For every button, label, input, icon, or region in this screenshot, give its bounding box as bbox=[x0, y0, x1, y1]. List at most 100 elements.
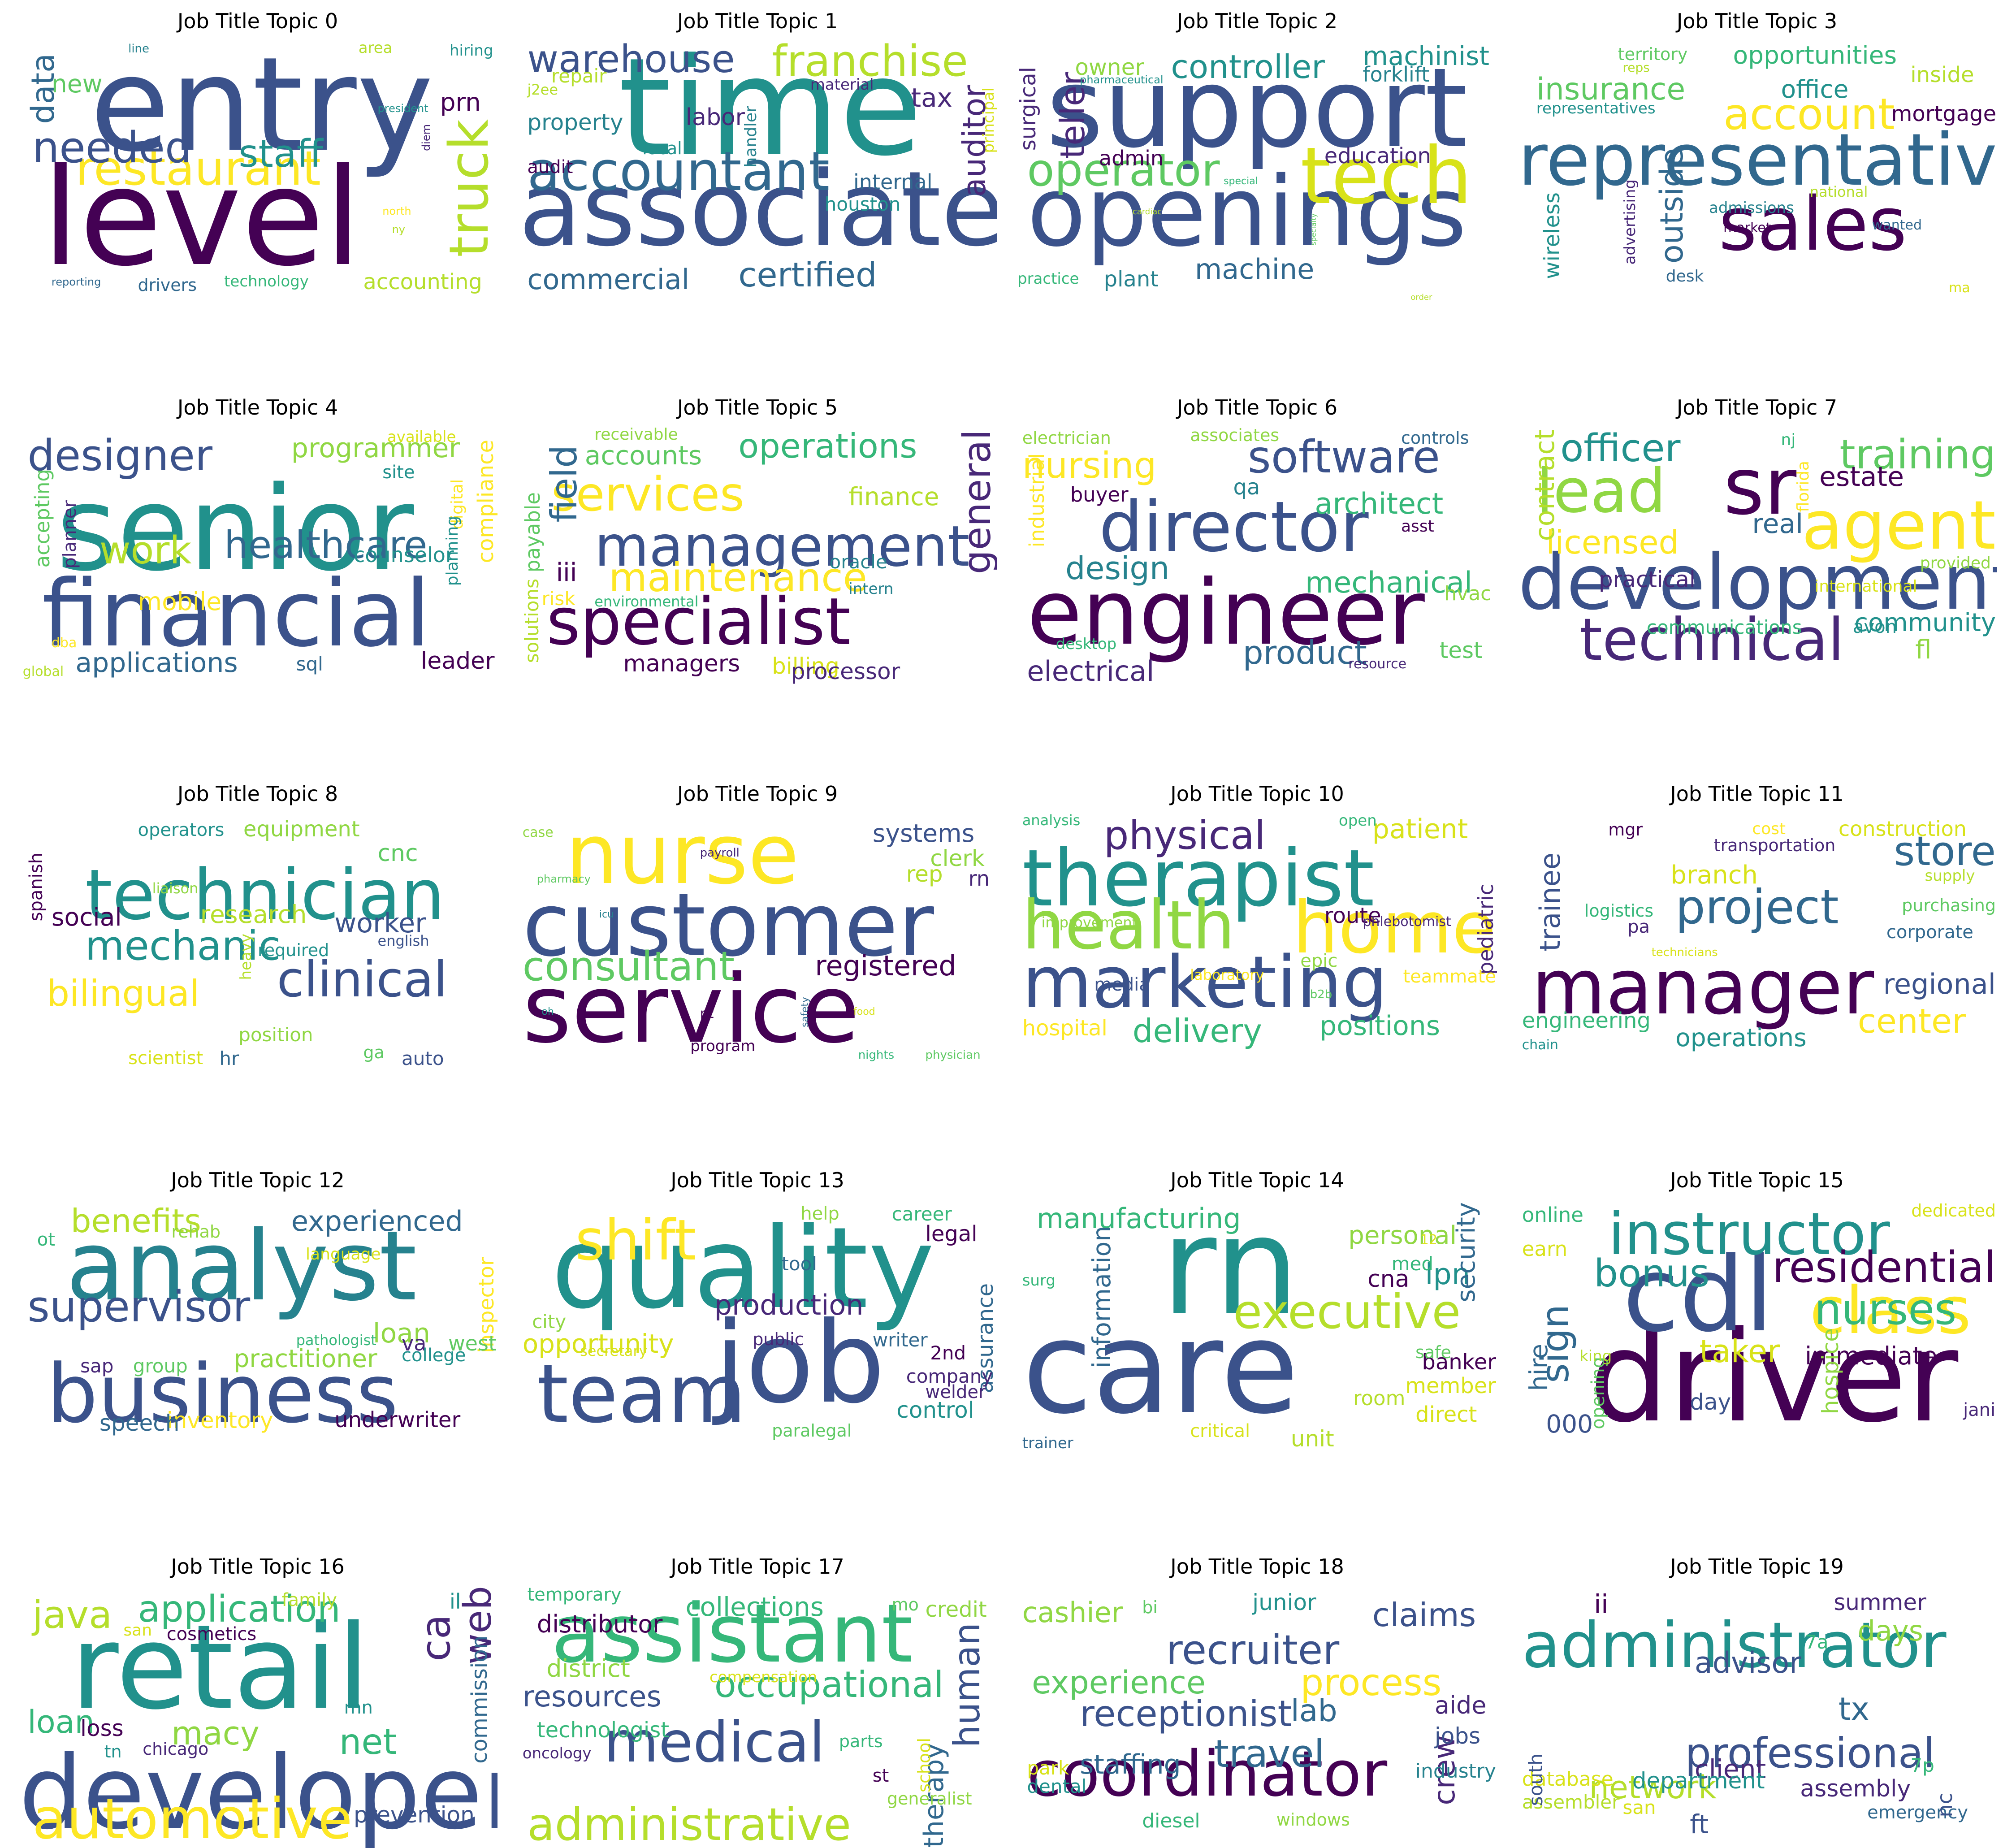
word-cloud-term: 7p bbox=[1910, 1754, 1934, 1777]
word-cloud-term: icu bbox=[599, 909, 614, 921]
word-cloud-term: new bbox=[51, 69, 103, 99]
word-cloud-term: account bbox=[1723, 89, 1895, 139]
word-cloud-term: compensation bbox=[709, 1668, 818, 1687]
word-cloud-term: asst bbox=[1401, 517, 1434, 536]
word-cloud-term: audit bbox=[527, 157, 573, 178]
word-cloud-term: assembler bbox=[1522, 1791, 1620, 1813]
word-cloud-term: reps bbox=[1622, 60, 1650, 75]
word-cloud-term: collections bbox=[685, 1591, 824, 1622]
word-cloud-term: insurance bbox=[1536, 72, 1686, 108]
word-cloud-term: outside bbox=[1653, 147, 1691, 264]
word-cloud-term: corporate bbox=[1886, 922, 1973, 943]
word-cloud-term: south bbox=[1525, 1753, 1547, 1806]
word-cloud-term: bilingual bbox=[47, 972, 200, 1014]
word-cloud-term: ma bbox=[1949, 280, 1970, 296]
word-cloud-term: construction bbox=[1838, 816, 1967, 841]
word-cloud-term: laboratory bbox=[1190, 966, 1264, 984]
word-cloud-term: service bbox=[522, 954, 860, 1065]
topic-panel: Job Title Topic 10 therapist marketing heal… bbox=[1017, 782, 1497, 1075]
word-cloud-term: global bbox=[22, 664, 64, 680]
word-cloud-term: inside bbox=[1910, 62, 1974, 87]
word-cloud-term: days bbox=[1857, 1614, 1924, 1648]
word-cloud-term: mechanical bbox=[1305, 566, 1472, 600]
topic-panel: Job Title Topic 7 development technical age… bbox=[1517, 395, 1997, 689]
word-cloud-term: hvac bbox=[1444, 582, 1492, 605]
word-cloud-term: local bbox=[642, 138, 682, 159]
word-cloud-term: occupational bbox=[714, 1664, 944, 1706]
word-cloud-term: opportunity bbox=[522, 1328, 674, 1359]
word-cloud-term: manager bbox=[1531, 943, 1874, 1032]
topic-panel-title: Job Title Topic 10 bbox=[1170, 782, 1344, 806]
word-cloud-term: ot bbox=[37, 1229, 55, 1251]
word-cloud-term: home bbox=[1293, 885, 1496, 969]
word-cloud-term: iii bbox=[556, 558, 577, 588]
word-cloud-term: safety bbox=[800, 996, 811, 1027]
word-cloud-term: spanish bbox=[26, 852, 47, 922]
word-cloud-term: sales bbox=[1718, 181, 1907, 267]
word-cloud-term: benefits bbox=[70, 1202, 201, 1240]
word-cloud-term: product bbox=[1242, 634, 1367, 671]
word-cloud-term: material bbox=[810, 75, 874, 94]
word-cloud-term: finance bbox=[848, 482, 939, 511]
word-cloud-term: nj bbox=[1781, 430, 1796, 449]
word-cloud: senior financial healthcare designer work pro… bbox=[18, 427, 498, 689]
word-cloud-term: mechanic bbox=[85, 922, 281, 969]
word-cloud-term: officer bbox=[1560, 427, 1681, 471]
word-cloud-term: liaison bbox=[152, 880, 199, 897]
word-cloud-term: electrical bbox=[1027, 654, 1155, 688]
topic-panel: Job Title Topic 11 manager project store cen… bbox=[1517, 782, 1997, 1075]
word-cloud-term: group bbox=[133, 1355, 188, 1377]
word-cloud-term: nc bbox=[1932, 1793, 1957, 1818]
word-cloud-term: generalist bbox=[887, 1789, 972, 1809]
word-cloud-term: dental bbox=[1027, 1775, 1087, 1798]
word-cloud-term: day bbox=[1690, 1389, 1731, 1415]
word-cloud-term: retail bbox=[70, 1600, 370, 1735]
word-cloud-term: level bbox=[42, 139, 362, 296]
word-cloud-term: network bbox=[1589, 1769, 1717, 1806]
word-cloud-term: mobile bbox=[138, 587, 222, 616]
word-cloud-term: college bbox=[402, 1345, 466, 1366]
word-cloud-term: accounts bbox=[584, 440, 702, 471]
word-cloud-term: maintenance bbox=[609, 554, 867, 601]
word-cloud-term: jani bbox=[1963, 1400, 1996, 1421]
word-cloud-term: care bbox=[1022, 1294, 1299, 1442]
word-cloud-term: fl bbox=[1915, 634, 1932, 665]
word-cloud-term: payroll bbox=[700, 846, 740, 860]
word-cloud-term: education bbox=[1324, 143, 1431, 169]
word-cloud-term: bonus bbox=[1594, 1251, 1710, 1296]
word-cloud-term: communications bbox=[1646, 616, 1802, 639]
word-cloud-term: unit bbox=[1290, 1425, 1334, 1452]
word-cloud-term: pharmacy bbox=[536, 872, 591, 885]
word-cloud-term: chain bbox=[1522, 1037, 1558, 1053]
word-cloud-term: heavy bbox=[237, 934, 255, 980]
word-cloud-term: field bbox=[543, 445, 585, 523]
word-cloud-term: ft bbox=[1690, 1809, 1709, 1840]
word-cloud-term: development bbox=[1518, 538, 1997, 628]
word-cloud-term: parts bbox=[839, 1731, 883, 1751]
word-cloud: analyst business supervisor benefits experie… bbox=[18, 1199, 498, 1462]
word-cloud-term: market bbox=[1723, 220, 1771, 236]
word-cloud-term: compliance bbox=[473, 440, 498, 563]
word-cloud-term: national bbox=[1809, 183, 1868, 200]
word-cloud-term: solutions bbox=[520, 579, 543, 663]
word-cloud-term: food bbox=[853, 1006, 875, 1017]
word-cloud-term: district bbox=[546, 1654, 630, 1683]
word-cloud-term: operators bbox=[138, 819, 225, 840]
word-cloud-term: community bbox=[1854, 608, 1996, 637]
topic-panel: Job Title Topic 8 technician clinical mecha… bbox=[18, 782, 498, 1075]
word-cloud-term: representatives bbox=[1536, 99, 1656, 117]
topic-panel: Job Title Topic 14 rn care executive manufac… bbox=[1017, 1168, 1497, 1462]
word-cloud-term: scientist bbox=[128, 1047, 203, 1069]
word-cloud-term: safe bbox=[1415, 1342, 1451, 1362]
word-cloud-term: practitioner bbox=[234, 1344, 377, 1373]
word-cloud-term: representative bbox=[1518, 118, 1997, 202]
word-cloud-term: admin bbox=[1099, 146, 1164, 170]
word-cloud-term: pt bbox=[700, 1005, 714, 1021]
word-cloud-term: west bbox=[448, 1331, 497, 1356]
word-cloud: specialist management services maintenance o… bbox=[518, 427, 997, 689]
word-cloud-term: resource bbox=[1348, 656, 1407, 672]
word-cloud-term: hire bbox=[1524, 1343, 1553, 1391]
word-cloud-term: english bbox=[377, 932, 429, 950]
word-cloud-term: advertising bbox=[1621, 179, 1640, 265]
